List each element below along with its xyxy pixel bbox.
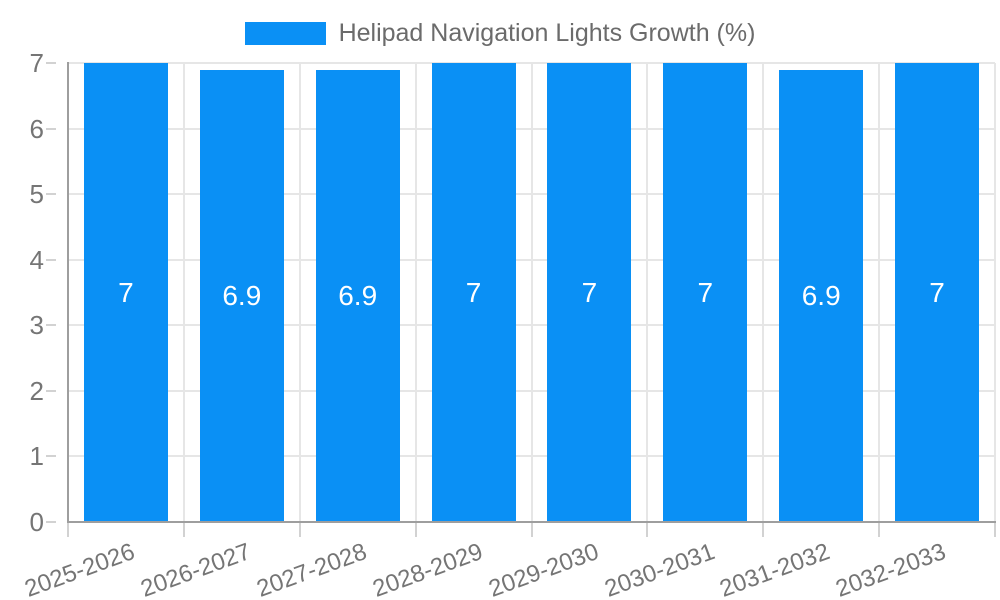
y-tick-label: 0 xyxy=(29,507,44,537)
y-tick-label: 4 xyxy=(29,244,44,275)
gridline-vertical xyxy=(182,63,185,522)
y-axis-tick xyxy=(46,193,56,196)
y-tick-label: 7 xyxy=(29,48,44,78)
y-tick-label: 1 xyxy=(29,441,44,472)
legend-swatch[interactable] xyxy=(244,22,326,45)
gridline-vertical xyxy=(414,63,417,522)
bar-value-label: 7 xyxy=(929,276,945,308)
y-axis-tick xyxy=(46,389,56,392)
x-tick-label: 2028-2029 xyxy=(369,538,487,600)
x-axis-tick xyxy=(762,523,765,537)
x-tick-label: 2026-2027 xyxy=(137,538,255,600)
bar-value-label: 7 xyxy=(118,276,134,308)
bar[interactable] xyxy=(199,69,284,522)
legend-label[interactable]: Helipad Navigation Lights Growth (%) xyxy=(338,19,756,47)
gridline-vertical xyxy=(646,63,649,522)
x-tick-label: 2025-2026 xyxy=(21,538,139,600)
bar[interactable] xyxy=(895,63,980,522)
x-axis-tick xyxy=(298,523,301,537)
x-tick-label: 2030-2031 xyxy=(600,538,718,600)
bar[interactable] xyxy=(779,69,864,522)
y-tick-label: 5 xyxy=(29,179,44,210)
bar-value-label: 7 xyxy=(697,276,714,308)
y-axis-tick xyxy=(46,258,56,261)
y-axis-tick xyxy=(46,324,56,327)
bar-value-label: 7 xyxy=(465,276,482,308)
x-tick-label: 2031-2032 xyxy=(716,538,834,600)
bar[interactable] xyxy=(431,63,516,522)
bar-value-label: 6.9 xyxy=(801,279,841,311)
y-tick-label: 3 xyxy=(29,310,44,341)
legend[interactable]: Helipad Navigation Lights Growth (%) xyxy=(0,21,1000,46)
gridline-vertical xyxy=(994,63,996,522)
y-axis-tick xyxy=(46,62,56,64)
gridline-vertical xyxy=(762,63,765,522)
y-tick-label: 2 xyxy=(29,375,44,406)
x-axis-line xyxy=(67,521,996,523)
gridline-vertical xyxy=(298,63,301,522)
x-axis-tick xyxy=(67,523,69,537)
y-axis-tick xyxy=(46,521,56,523)
gridline-vertical xyxy=(530,63,533,522)
bar[interactable] xyxy=(663,63,748,522)
x-axis-tick xyxy=(994,523,996,537)
x-tick-label: 2027-2028 xyxy=(253,538,371,600)
y-tick-label: 6 xyxy=(29,113,44,144)
x-tick-label: 2029-2030 xyxy=(484,538,602,600)
bar-value-label: 7 xyxy=(581,276,598,308)
bar[interactable] xyxy=(547,63,632,522)
y-axis-tick xyxy=(46,127,56,130)
y-axis-tick xyxy=(46,455,56,458)
x-axis-tick xyxy=(646,523,649,537)
bar[interactable] xyxy=(83,63,168,522)
bar[interactable] xyxy=(315,69,400,522)
x-axis-tick xyxy=(530,523,533,537)
x-axis-tick xyxy=(878,523,881,537)
x-tick-label: 2032-2033 xyxy=(832,538,950,600)
bar-value-label: 6.9 xyxy=(222,279,262,311)
gridline-vertical xyxy=(878,63,881,522)
x-axis-tick xyxy=(182,523,185,537)
y-axis-line xyxy=(67,62,69,523)
bar-value-label: 6.9 xyxy=(338,279,378,311)
x-axis-tick xyxy=(414,523,417,537)
